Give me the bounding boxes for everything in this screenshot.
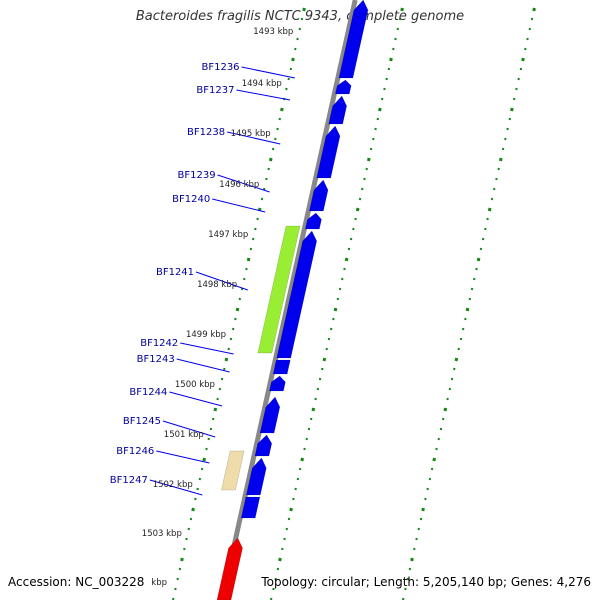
leader-line xyxy=(195,271,248,291)
kbp-tick-label: kbp xyxy=(151,578,167,588)
tick-track-inner-dash xyxy=(224,357,229,362)
leader-line xyxy=(176,358,230,373)
tick-track-far-dash xyxy=(443,407,448,412)
tick-track-inner-dash xyxy=(180,557,184,562)
gene-label: BF1245 xyxy=(123,416,161,427)
gene-label: BF1242 xyxy=(140,338,178,349)
leader-line xyxy=(162,420,216,438)
leader-line xyxy=(156,450,210,464)
gene-label: BF1246 xyxy=(116,446,154,457)
gene-arrow xyxy=(245,457,267,496)
gene-highlight-green xyxy=(257,225,301,354)
gene-label: BF1239 xyxy=(178,170,216,181)
gene-label: BF1247 xyxy=(110,475,148,486)
accession-text: Accession: NC_003228 xyxy=(8,575,145,589)
tick-track-inner-dash xyxy=(268,157,273,162)
tick-track-inner-dash xyxy=(291,57,295,62)
gene-arrow xyxy=(309,179,329,212)
tick-track-far-dash xyxy=(476,257,481,262)
tick-track-outer-dash xyxy=(311,407,316,412)
gene-block xyxy=(240,496,261,519)
gene-arrow xyxy=(305,212,322,230)
map-title: Bacteroides fragilis NCTC 9343, complete… xyxy=(135,9,465,24)
gene-arrow xyxy=(259,396,281,434)
gene-arrow xyxy=(269,375,286,392)
kbp-tick-label: 1499 kbp xyxy=(186,330,226,340)
leader-line xyxy=(241,66,295,79)
leader-line xyxy=(169,391,223,407)
gene-arrow xyxy=(316,125,341,179)
gene-reverse xyxy=(216,537,243,600)
tick-track-outer-dash xyxy=(300,457,304,462)
gene-label: BF1241 xyxy=(156,267,194,278)
kbp-tick-label: 1498 kbp xyxy=(197,280,237,290)
gene-label: BF1237 xyxy=(196,85,234,96)
kbp-tick-label: 1495 kbp xyxy=(231,129,271,139)
tick-track-outer-dash xyxy=(355,207,360,212)
gene-label: BF1238 xyxy=(187,127,225,138)
kbp-tick-label: 1501 kbp xyxy=(164,430,204,440)
tick-track-outer-dash xyxy=(289,507,293,512)
tick-track-outer-dash xyxy=(400,7,404,12)
kbp-tick-label: 1494 kbp xyxy=(242,79,282,89)
leader-line xyxy=(217,174,270,193)
leader-line xyxy=(227,131,281,145)
gene-label: BF1244 xyxy=(129,387,167,398)
kbp-tick-label: 1497 kbp xyxy=(208,230,248,240)
kbp-tick-label: 1503 kbp xyxy=(142,529,182,539)
tick-track-outer-dash xyxy=(389,57,393,62)
tick-track-inner-dash xyxy=(235,307,240,312)
leader-line xyxy=(212,198,266,213)
tick-track-outer-dash xyxy=(278,557,282,562)
gene-arrow xyxy=(328,95,347,125)
tick-track-outer-dash xyxy=(333,307,338,312)
tick-track-inner-dash xyxy=(202,457,206,462)
gene-arrow xyxy=(276,230,317,359)
gene-arrow xyxy=(338,0,369,79)
tick-track-inner-dash xyxy=(246,257,251,262)
leader-line xyxy=(236,89,291,101)
gene-highlight-beige xyxy=(221,450,245,491)
tick-track-outer-dash xyxy=(378,107,382,112)
leader-line xyxy=(180,342,234,355)
tick-track-inner-dash xyxy=(302,7,306,12)
tick-track-far-dash xyxy=(510,107,514,112)
gene-label: BF1240 xyxy=(172,194,210,205)
kbp-tick-label: 1500 kbp xyxy=(175,380,215,390)
tick-track-far-dash xyxy=(532,7,536,12)
tick-track-far-dash xyxy=(465,307,470,312)
gene-arrow xyxy=(254,434,273,457)
tick-track-inner-dash xyxy=(191,507,195,512)
tick-track-far-dash xyxy=(498,157,503,162)
gene-label: BF1243 xyxy=(137,354,175,365)
tick-track-outer-dash xyxy=(322,357,327,362)
genome-summary: Topology: circular; Length: 5,205,140 bp… xyxy=(261,575,591,589)
tick-track-far-dash xyxy=(454,357,459,362)
tick-track-outer-dash xyxy=(366,157,371,162)
tick-track-outer-dash xyxy=(344,257,349,262)
gene-arrow xyxy=(335,79,352,95)
kbp-tick-label: 1502 kbp xyxy=(153,480,193,490)
tick-track-inner-dash xyxy=(280,107,284,112)
tick-track-far-dash xyxy=(521,57,525,62)
tick-track-far-dash xyxy=(487,207,492,212)
kbp-tick-label: 1493 kbp xyxy=(253,27,293,37)
tick-track-far-dash xyxy=(421,507,425,512)
genome-backbone xyxy=(219,0,358,600)
kbp-tick-label: 1496 kbp xyxy=(219,180,259,190)
gene-block xyxy=(272,359,291,375)
tick-track-far-dash xyxy=(432,457,436,462)
leader-line xyxy=(149,479,203,496)
tick-track-far-dash xyxy=(410,557,414,562)
gene-label: BF1236 xyxy=(201,62,239,73)
tick-track-inner-dash xyxy=(213,407,218,412)
